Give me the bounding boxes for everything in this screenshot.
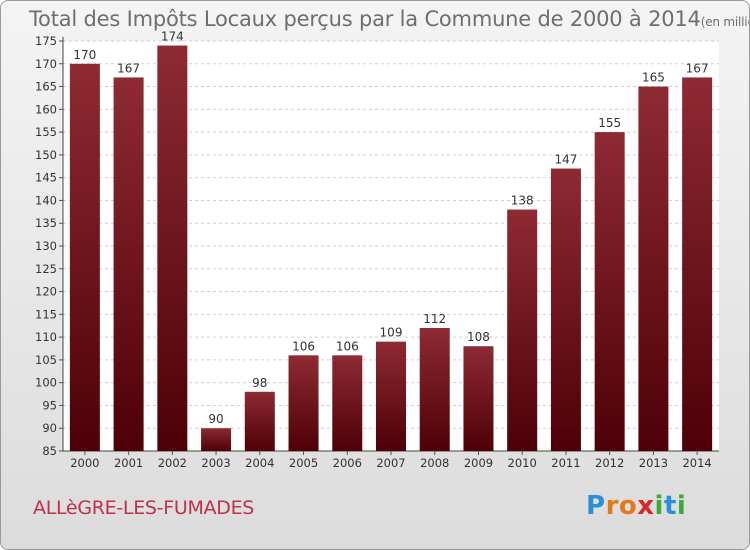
x-tick-label: 2010: [508, 456, 537, 470]
x-tick-label: 2007: [376, 456, 405, 470]
bar: [113, 77, 144, 451]
y-tick-label: 130: [35, 239, 57, 253]
bar: [463, 346, 494, 451]
x-tick-label: 2004: [245, 456, 274, 470]
x-tick-label: 2014: [682, 456, 711, 470]
bar-value-label: 106: [292, 339, 315, 353]
bar: [682, 77, 713, 451]
bar-value-label: 109: [380, 326, 403, 340]
bar: [201, 428, 232, 451]
bar-value-label: 108: [467, 330, 490, 344]
chart-title-text: Total des Impôts Locaux perçus par la Co…: [29, 7, 701, 31]
y-tick-label: 95: [42, 398, 57, 412]
y-tick-label: 110: [35, 330, 57, 344]
x-tick-label: 2011: [551, 456, 580, 470]
bar: [332, 355, 363, 451]
y-tick-label: 150: [35, 148, 57, 162]
x-tick-label: 2006: [333, 456, 362, 470]
bar: [419, 328, 450, 451]
y-tick-label: 125: [35, 262, 57, 276]
bar: [594, 132, 625, 451]
x-tick-label: 2001: [114, 456, 143, 470]
bar: [157, 45, 188, 452]
bar-value-label: 167: [117, 61, 140, 75]
bar-value-label: 147: [554, 153, 577, 167]
bar-value-label: 174: [161, 30, 184, 44]
y-tick-label: 135: [35, 216, 57, 230]
bar-value-label: 165: [642, 71, 665, 85]
bar: [638, 86, 669, 452]
y-tick-label: 145: [35, 171, 57, 185]
logo-letter: x: [637, 491, 655, 521]
y-tick-label: 115: [35, 307, 57, 321]
logo-letter: P: [586, 491, 606, 521]
y-tick-label: 165: [35, 80, 57, 94]
bar: [244, 391, 275, 451]
logo-letter: t: [663, 491, 677, 521]
x-tick-label: 2005: [289, 456, 318, 470]
bar-value-label: 170: [73, 48, 96, 62]
bar-value-label: 167: [686, 61, 709, 75]
x-tick-label: 2003: [201, 456, 230, 470]
logo-letter: i: [654, 491, 664, 521]
y-tick-label: 120: [35, 285, 57, 299]
y-tick-label: 155: [35, 125, 57, 139]
bar: [69, 63, 100, 452]
logo-letter: o: [618, 491, 638, 521]
bar-value-label: 138: [511, 194, 534, 208]
x-tick-label: 2008: [420, 456, 449, 470]
bar-value-label: 106: [336, 339, 359, 353]
x-tick-label: 2000: [70, 456, 99, 470]
bar-value-label: 112: [423, 312, 446, 326]
proxiti-logo: Proxiti: [586, 491, 686, 521]
bar-value-label: 98: [252, 376, 267, 390]
bar: [288, 355, 319, 451]
y-tick-label: 105: [35, 353, 57, 367]
bar: [507, 209, 538, 451]
bar-value-label: 90: [208, 412, 223, 426]
y-tick-label: 170: [35, 57, 57, 71]
x-tick-label: 2002: [158, 456, 187, 470]
chart-title-unit: (en milliers d'€): [700, 15, 749, 29]
commune-name: ALLèGRE-LES-FUMADES: [33, 497, 255, 519]
bar: [550, 168, 581, 452]
y-tick-label: 100: [35, 376, 57, 390]
y-tick-label: 85: [42, 444, 57, 458]
bar-value-label: 155: [598, 116, 621, 130]
y-tick-label: 175: [35, 34, 57, 48]
logo-letter: r: [605, 491, 619, 521]
y-tick-label: 140: [35, 193, 57, 207]
logo-letter: i: [676, 491, 687, 521]
x-tick-label: 2009: [464, 456, 493, 470]
chart-title: Total des Impôts Locaux perçus par la Co…: [29, 7, 749, 31]
x-tick-label: 2013: [639, 456, 668, 470]
x-tick-label: 2012: [595, 456, 624, 470]
bar: [376, 341, 406, 451]
y-tick-label: 160: [35, 102, 57, 116]
y-tick-label: 90: [42, 421, 57, 435]
